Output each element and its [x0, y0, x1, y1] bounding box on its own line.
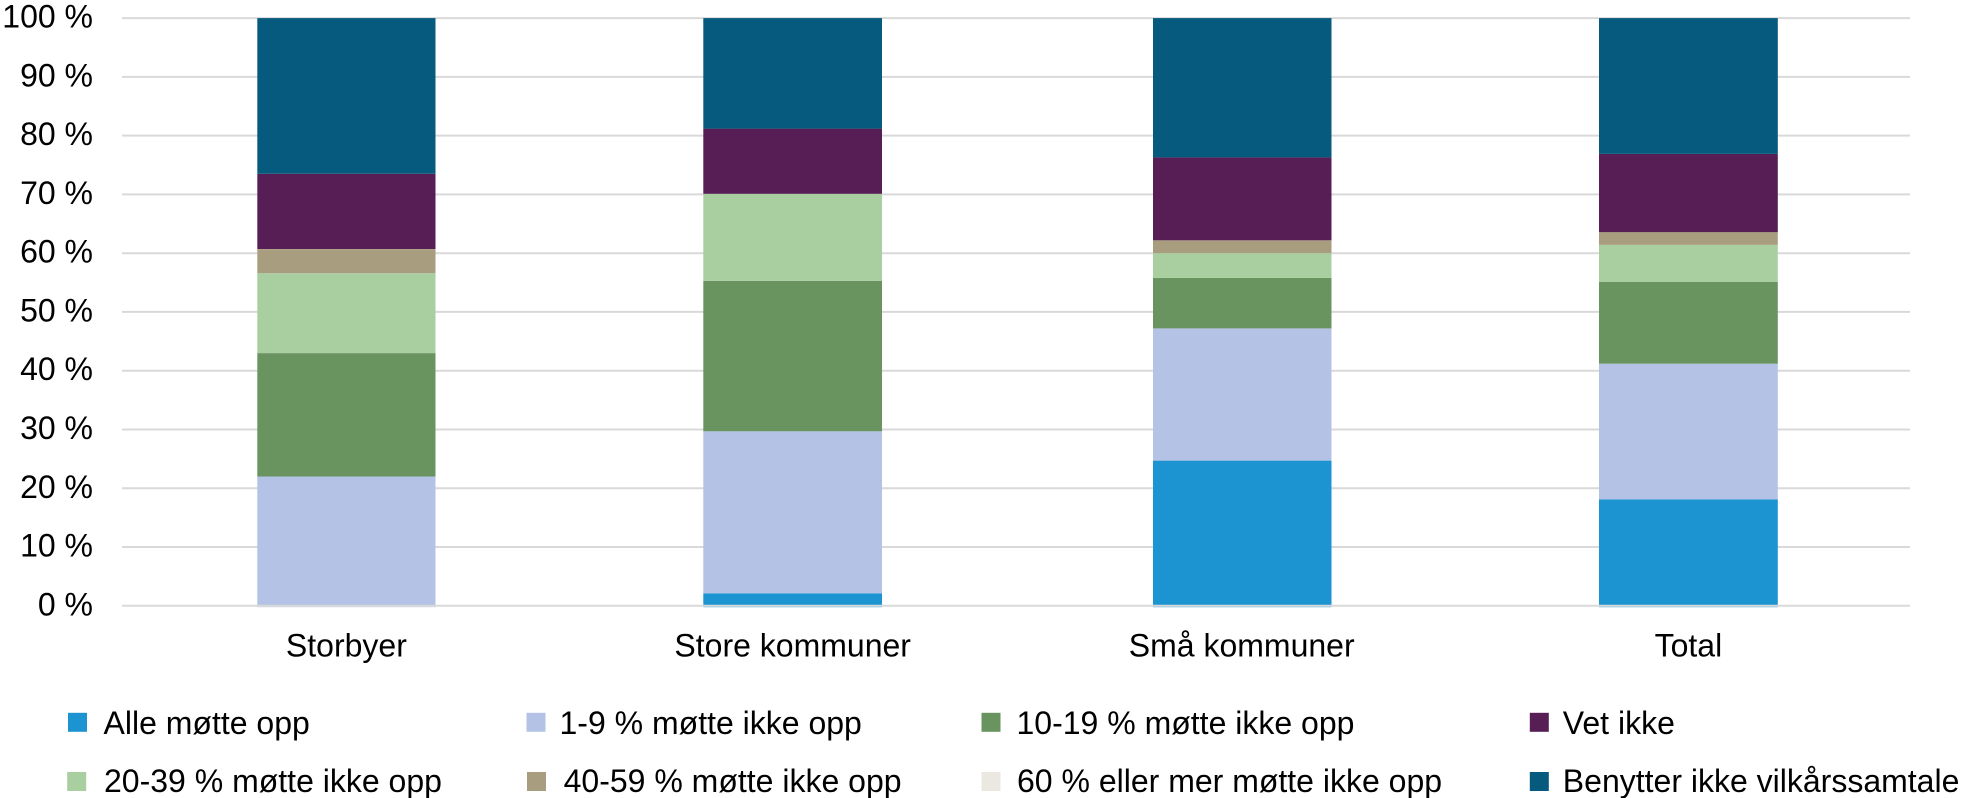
svg-text:40 %: 40 % [20, 351, 93, 387]
svg-text:Benytter ikke vilkårssamtale: Benytter ikke vilkårssamtale [1563, 763, 1960, 798]
svg-text:Storbyer: Storbyer [286, 627, 407, 663]
svg-text:80 %: 80 % [20, 116, 93, 152]
svg-text:10-19 % møtte ikke opp: 10-19 % møtte ikke opp [1017, 705, 1355, 741]
svg-text:Små kommuner: Små kommuner [1129, 627, 1355, 663]
svg-text:Store kommuner: Store kommuner [674, 627, 911, 663]
svg-text:50 %: 50 % [20, 292, 93, 328]
svg-text:0 %: 0 % [38, 586, 93, 622]
svg-text:Vet ikke: Vet ikke [1563, 705, 1675, 741]
svg-text:40-59 % møtte ikke opp: 40-59 % møtte ikke opp [564, 763, 902, 798]
svg-text:90 %: 90 % [20, 57, 93, 93]
svg-text:100 %: 100 % [2, 0, 93, 35]
svg-text:60 % eller mer møtte ikke opp: 60 % eller mer møtte ikke opp [1017, 763, 1442, 798]
svg-text:20-39 % møtte ikke opp: 20-39 % møtte ikke opp [104, 763, 442, 798]
svg-text:70 %: 70 % [20, 175, 93, 211]
svg-text:1-9 % møtte ikke opp: 1-9 % møtte ikke opp [560, 705, 862, 741]
svg-text:Total: Total [1655, 627, 1723, 663]
svg-text:Alle møtte opp: Alle møtte opp [104, 705, 310, 741]
svg-text:20 %: 20 % [20, 469, 93, 505]
svg-text:10 %: 10 % [20, 528, 93, 564]
svg-text:60 %: 60 % [20, 234, 93, 270]
svg-text:30 %: 30 % [20, 410, 93, 446]
